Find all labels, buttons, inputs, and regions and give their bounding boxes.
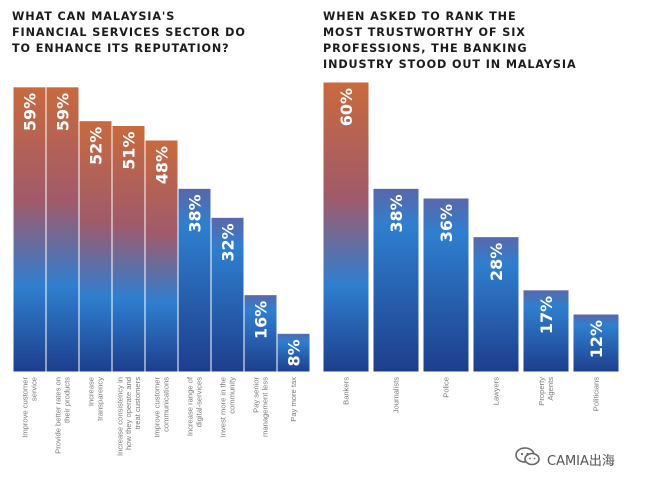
right-chart-title: WHEN ASKED TO RANK THE MOST TRUSTWORTHY … <box>323 10 577 71</box>
category-label-0-2: Increasetransparency <box>87 377 105 421</box>
category-label-1-2: Police <box>442 377 451 398</box>
left-chart-title: WHAT CAN MALAYSIA'S FINANCIAL SERVICES S… <box>12 10 246 55</box>
bar-value-label-1-3: 28% <box>487 243 506 281</box>
category-label-0-8: Pay more tax <box>289 377 298 422</box>
category-label-0-5: Increase range ofdigital-services <box>186 376 204 436</box>
wechat-icon <box>515 447 541 472</box>
bar-value-label-1-5: 12% <box>587 320 606 358</box>
category-label-0-6: Invest more in thecommunity <box>219 377 237 438</box>
bar-1-0 <box>322 81 370 373</box>
bar-0-0 <box>12 86 47 373</box>
right-bar-chart: 60% Bankers 38% Journalists 36% Police 28% Lawy… <box>322 81 620 413</box>
category-label-0-1: Provide better rates ontheir products <box>54 377 72 454</box>
bar-0-4 <box>144 139 179 373</box>
left-bar-chart: 59% Improve customerservice 59% Provide bet… <box>12 86 311 456</box>
bar-value-label-0-6: 32% <box>219 223 238 261</box>
bar-0-3 <box>111 125 146 373</box>
bar-value-label-0-1: 59% <box>54 93 73 131</box>
bar-value-label-1-0: 60% <box>337 88 356 126</box>
bar-1-1 <box>372 187 420 373</box>
bar-value-label-1-1: 38% <box>387 194 406 232</box>
bar-1-4 <box>522 289 570 373</box>
category-label-1-4: PropertyAgents <box>537 377 555 406</box>
bar-0-5 <box>177 187 212 373</box>
category-label-0-7: Pay seniormanagement less <box>252 377 270 437</box>
bar-value-label-0-2: 52% <box>87 127 106 165</box>
bar-value-label-0-4: 48% <box>153 146 172 184</box>
bar-value-label-0-0: 59% <box>21 93 40 131</box>
category-label-1-5: Politicians <box>592 377 601 411</box>
bar-value-label-0-8: 8% <box>285 339 304 366</box>
watermark-text: CAMIA出海 <box>547 454 615 469</box>
bar-value-label-1-4: 17% <box>537 296 556 334</box>
bar-1-2 <box>422 197 470 373</box>
bar-0-8 <box>276 332 311 373</box>
category-label-0-0: Improve customerservice <box>21 377 39 438</box>
bar-0-6 <box>210 216 245 373</box>
bar-0-1 <box>45 86 80 373</box>
bar-value-label-1-2: 36% <box>437 204 456 242</box>
bar-1-5 <box>572 313 620 373</box>
category-label-0-4: Improve customercommunications <box>153 377 171 438</box>
category-label-0-3: Increase consistency inhow they operate … <box>115 377 142 456</box>
category-label-1-1: Journalists <box>392 377 401 413</box>
bar-0-7 <box>243 294 278 373</box>
bar-0-2 <box>78 120 113 373</box>
category-label-1-0: Bankers <box>342 377 351 405</box>
bar-value-label-0-5: 38% <box>186 194 205 232</box>
bar-value-label-0-3: 51% <box>120 132 139 170</box>
category-label-1-3: Lawyers <box>492 377 501 405</box>
bar-1-3 <box>472 236 520 373</box>
bar-value-label-0-7: 16% <box>252 301 271 339</box>
watermark: CAMIA出海 <box>515 447 615 472</box>
